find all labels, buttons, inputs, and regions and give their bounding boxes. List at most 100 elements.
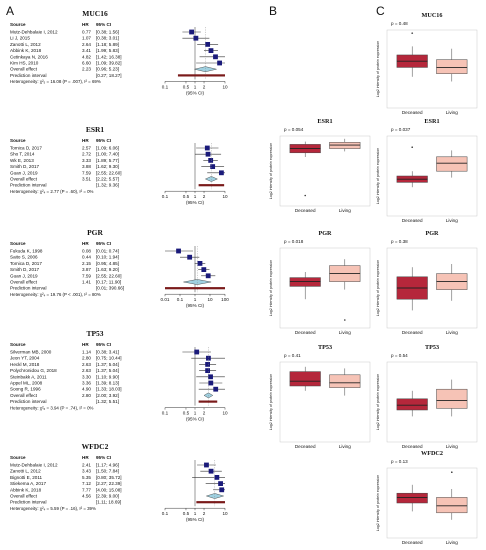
forest-study-hr: 7.12 [82,481,91,486]
forest-study-label: Tomica D, 2017 [10,261,42,266]
forest-x-tick-label: 10 [222,411,228,416]
forest-study-hr: 7.59 [82,170,91,175]
forest-x-tick-label: 2 [203,194,206,199]
forest-study-hr: 7.59 [82,273,91,278]
box-x-tick-label: Living [446,444,458,449]
forest-overall-ci: [2.00; 3.92] [96,393,119,398]
box-iqr-deceased [289,371,321,387]
box-x-tick-label: Deceased [402,444,423,449]
forest-study-hr: 3.36 [82,381,91,386]
forest-plot-tp53: TP53 Source HR 95% CI Silverman MB, 2000 1.14… [10,329,228,422]
forest-overall-hr: 3.51 [82,177,91,182]
forest-study-hr: 7.77 [82,487,91,492]
forest-x-tick-label: 0.1 [162,511,169,516]
forest-x-tick-label: 1 [194,411,197,416]
forest-heterogeneity: Heterogeneity: χ²₄ = 2.77 (P = .60), I² … [10,189,94,194]
forest-study-hr: 2.63 [82,368,91,373]
forest-x-tick-label: 2 [203,411,206,416]
forest-heterogeneity: Heterogeneity: χ²₅ = 16.08 (P = .007), I… [10,79,101,84]
forest-study-marker [187,254,193,260]
forest-study-label: Heckl M, 2018 [10,362,40,367]
box-pvalue: p = 0.054 [284,127,304,132]
forest-study-marker [208,158,214,163]
forest-overall-ci: [0.17; 11.90] [96,280,121,285]
forest-x-tick-label: 0.5 [183,84,190,89]
forest-header-ci: 95% CI [96,342,111,347]
forest-study-marker [197,261,203,266]
forest-title: TP53 [86,329,103,338]
box-iqr-deceased [396,492,428,504]
forest-study-hr: 4.82 [82,54,91,59]
forest-x-tick-label: 0.5 [183,411,190,416]
forest-heterogeneity: Heterogeneity: χ²₄ = 5.59 (P = .16), I² … [10,506,96,511]
forest-study-ci: [1.62; 9.30] [96,164,119,169]
forest-study-hr: 2.41 [82,463,91,468]
forest-study-ci: [0.38; 3.41] [96,350,119,355]
forest-x-axis-label: (95% CI) [186,303,205,308]
box-pvalue: p = 0.037 [391,127,411,132]
forest-study-ci: [1.37; 5.04] [96,362,119,367]
box-plot-muc16-0: MUC16 p = 0.48 Log2 intensity of protein e… [376,12,478,115]
box-x-tick-label: Living [446,218,458,223]
forest-study-marker [205,273,211,279]
box-title: TP53 [318,344,332,351]
box-plot-area [279,247,371,329]
forest-study-label: Smith D, 2017 [10,164,40,169]
forest-study-marker [213,54,218,60]
box-x-tick-label: Deceased [402,540,423,545]
forest-title: ESR1 [86,125,105,134]
forest-study-marker [210,164,216,169]
box-pvalue: p = 0.41 [284,353,301,358]
forest-study-label: Cetinkaya N, 2016 [10,54,48,59]
forest-study-hr: 3.33 [82,158,91,163]
forest-study-marker [176,248,181,254]
box-x-tick-label: Deceased [295,208,316,213]
forest-study-marker [205,42,211,47]
forest-study-hr: 3.88 [82,164,91,169]
box-plot-esr1-4: ESR1 p = 0.037 Log2 intensity of protein e… [376,118,478,223]
box-title: TP53 [425,344,439,351]
forest-prediction-ci: [0.01; 390.66] [96,286,124,291]
forest-x-tick-label: 0.1 [162,84,169,89]
forest-study-marker [219,487,225,493]
forest-study-hr: 2.72 [82,152,91,157]
box-title: MUC16 [422,12,443,19]
box-iqr-living [436,388,468,409]
forest-study-label: Mutz-Dehbalaie I, 2012 [10,463,58,468]
box-x-tick-label: Living [339,330,351,335]
forest-prediction-label: Prediction interval [10,183,47,188]
forest-prediction-ci: [1.11; 18.69] [96,500,121,505]
forest-study-ci: [1.18; 5.89] [96,42,119,47]
forest-study-ci: [1.09; 39.82] [96,61,122,66]
forest-study-ci: [1.17; 4.96] [96,463,119,468]
forest-study-marker [194,349,200,355]
box-y-axis-label: Log2 intensity of protein expression [376,41,380,98]
box-y-axis-label: Log2 intensity of protein expression [376,148,380,205]
forest-study-marker [217,60,222,66]
box-iqr-living [436,59,468,74]
forest-study-ci: [1.00; 7.40] [96,152,119,157]
panel-label-c: C [376,4,385,18]
forest-header-hr: HR [82,22,89,27]
forest-heterogeneity: Heterogeneity: χ²₄ = 19.76 (P < .001), I… [10,292,101,297]
forest-overall-diamond [205,493,225,499]
forest-study-hr: 5.35 [82,475,91,480]
box-y-axis-label: Log2 intensity of protein expression [269,143,273,200]
forest-x-tick-label: 0.1 [177,297,184,302]
forest-overall-label: Overall effect [10,494,38,499]
forest-header-source: Source [10,241,26,246]
box-title: WFDC2 [421,450,443,457]
forest-prediction-bar [196,501,225,504]
forest-x-tick-label: 2 [203,511,206,516]
forest-study-ci: [2.55; 22.60] [96,273,122,278]
forest-study-label: Tomica D, 2017 [10,146,42,151]
forest-prediction-bar [165,287,225,290]
box-iqr-living [329,374,361,388]
forest-study-label: Silverman MB, 2000 [10,350,52,355]
forest-x-tick-label: 100 [221,297,229,302]
forest-study-label: Steinbakk A, 2011 [10,374,47,379]
forest-study-label: Guan J, 2019 [10,170,38,175]
box-title: PGR [425,230,439,237]
forest-x-tick-label: 10 [222,194,228,199]
box-title: ESR1 [317,118,332,125]
